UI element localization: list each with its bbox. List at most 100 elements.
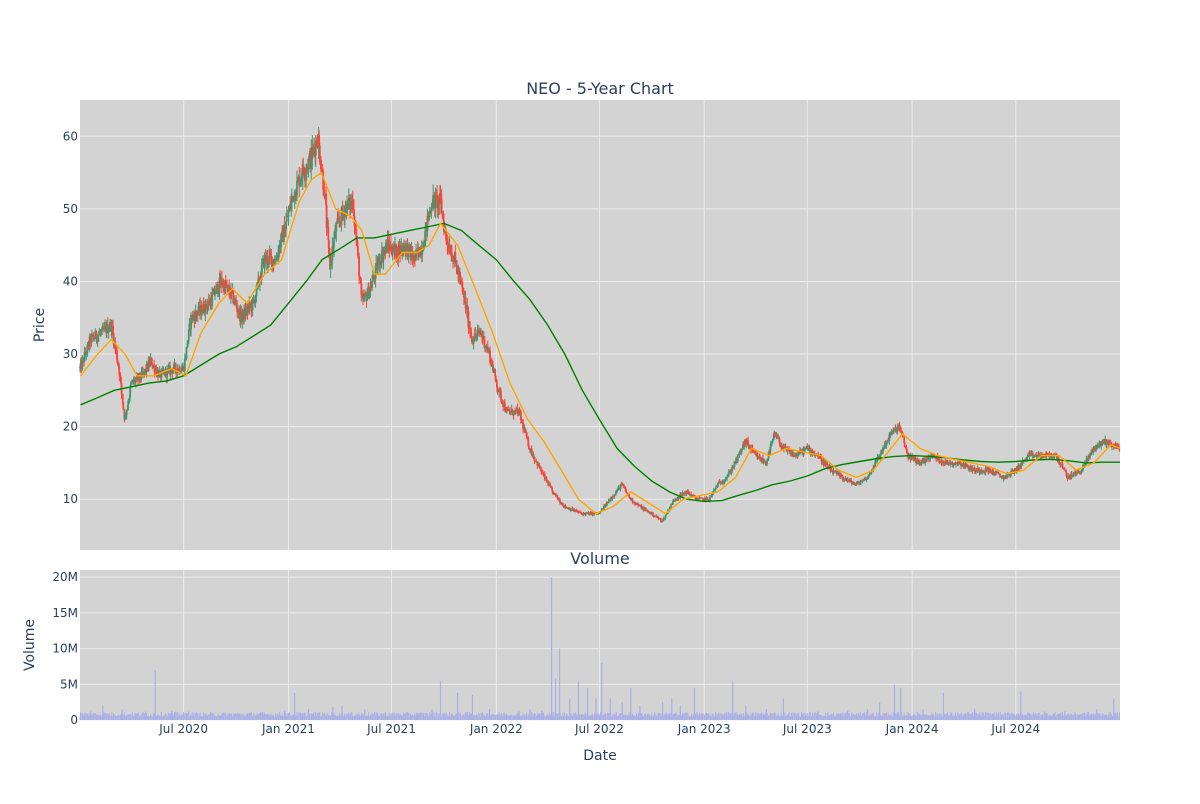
volume-bar: [166, 716, 168, 720]
volume-bar: [788, 713, 790, 720]
candle-body-down: [652, 512, 654, 516]
candle-body-up: [226, 285, 229, 287]
volume-bar: [1048, 715, 1050, 720]
candle-body-down: [645, 509, 648, 511]
volume-bar: [1003, 715, 1005, 720]
candle-body-up: [514, 409, 517, 411]
candle-body-down: [456, 267, 458, 275]
volume-bar: [563, 715, 565, 720]
volume-bar: [498, 713, 500, 720]
candle-body-up: [766, 458, 769, 461]
candle-body-up: [1021, 461, 1023, 466]
volume-bar: [1087, 715, 1089, 720]
volume-bar: [804, 713, 806, 720]
volume-bar: [705, 712, 707, 720]
candle-body-down: [580, 513, 583, 515]
volume-bar: [532, 715, 534, 720]
candle-body-down: [327, 227, 330, 240]
volume-bar: [486, 713, 488, 720]
volume-bar: [666, 713, 668, 720]
volume-bar: [179, 715, 181, 720]
volume-bar: [876, 715, 878, 720]
volume-bar: [882, 713, 884, 720]
volume-bar: [142, 712, 144, 720]
candle-body-up: [859, 482, 862, 485]
candle-body-up: [616, 490, 618, 492]
candle-body-down: [354, 226, 357, 230]
volume-bar: [1065, 715, 1067, 720]
volume-bar: [931, 712, 933, 720]
volume-bar: [426, 713, 428, 720]
candle-body-up: [452, 259, 455, 263]
candle-body-down: [525, 432, 528, 437]
volume-bar: [703, 714, 705, 720]
volume-bar: [623, 714, 625, 720]
candle-body-up: [371, 275, 374, 283]
volume-bar: [1074, 712, 1076, 720]
candle-body-up: [1076, 471, 1079, 473]
volume-bar: [508, 715, 510, 720]
candle-body-down: [628, 497, 631, 499]
volume-bar: [469, 714, 471, 720]
candle-body-up: [685, 490, 688, 495]
volume-bar: [1034, 714, 1036, 720]
volume-bar: [250, 712, 252, 720]
volume-bar: [1027, 712, 1029, 720]
volume-bar: [702, 713, 704, 720]
volume-bar: [160, 712, 162, 720]
volume-bar: [144, 711, 147, 720]
volume-bar: [393, 714, 395, 720]
volume-bar: [173, 713, 175, 720]
candle-body-down: [580, 512, 583, 514]
candle-body-up: [285, 221, 288, 230]
volume-bar: [944, 713, 946, 720]
candle-body-up: [916, 459, 919, 465]
volume-bar: [133, 715, 135, 720]
volume-bar: [522, 713, 524, 720]
volume-bar: [216, 716, 218, 720]
candle-body-down: [304, 175, 306, 177]
volume-bar: [248, 713, 250, 720]
candle-body-up: [986, 468, 989, 470]
volume-bar: [357, 713, 359, 720]
volume-bar: [1015, 714, 1017, 720]
candle-body-up: [910, 456, 913, 460]
candle-body-down: [508, 410, 511, 412]
candle-body-up: [200, 311, 203, 315]
candle-body-up: [641, 507, 644, 509]
volume-bar: [170, 714, 172, 720]
volume-bar: [692, 714, 694, 720]
volume-bar: [777, 715, 779, 720]
candle-body-up: [218, 277, 221, 293]
volume-bar: [358, 713, 360, 720]
volume-bar: [577, 680, 579, 720]
volume-bar: [84, 713, 86, 720]
candle-body-down: [137, 375, 139, 380]
volume-bar: [156, 715, 158, 720]
volume-bar: [292, 714, 294, 720]
volume-bar: [388, 715, 390, 720]
candle-body-down: [550, 486, 552, 488]
candle-body-down: [853, 483, 856, 485]
candle-body-up: [335, 223, 338, 232]
volume-chart-title: Volume: [570, 549, 630, 568]
volume-bar: [880, 715, 882, 720]
volume-bar: [540, 713, 542, 720]
volume-bar: [675, 712, 677, 720]
candle-body-down: [854, 484, 857, 486]
volume-bar: [954, 712, 956, 720]
volume-bar: [599, 714, 601, 720]
volume-bar: [186, 715, 188, 720]
volume-bar: [126, 715, 128, 720]
volume-bar: [1094, 715, 1096, 720]
candle-body-up: [91, 334, 93, 336]
volume-bar: [927, 715, 929, 720]
candle-body-up: [669, 507, 671, 509]
candle-body-up: [184, 358, 187, 360]
volume-bar: [212, 713, 214, 720]
volume-bar: [480, 713, 482, 720]
volume-bar: [839, 714, 841, 720]
volume-bar: [261, 712, 263, 720]
candle-body-down: [355, 229, 358, 241]
volume-bar: [463, 714, 465, 720]
